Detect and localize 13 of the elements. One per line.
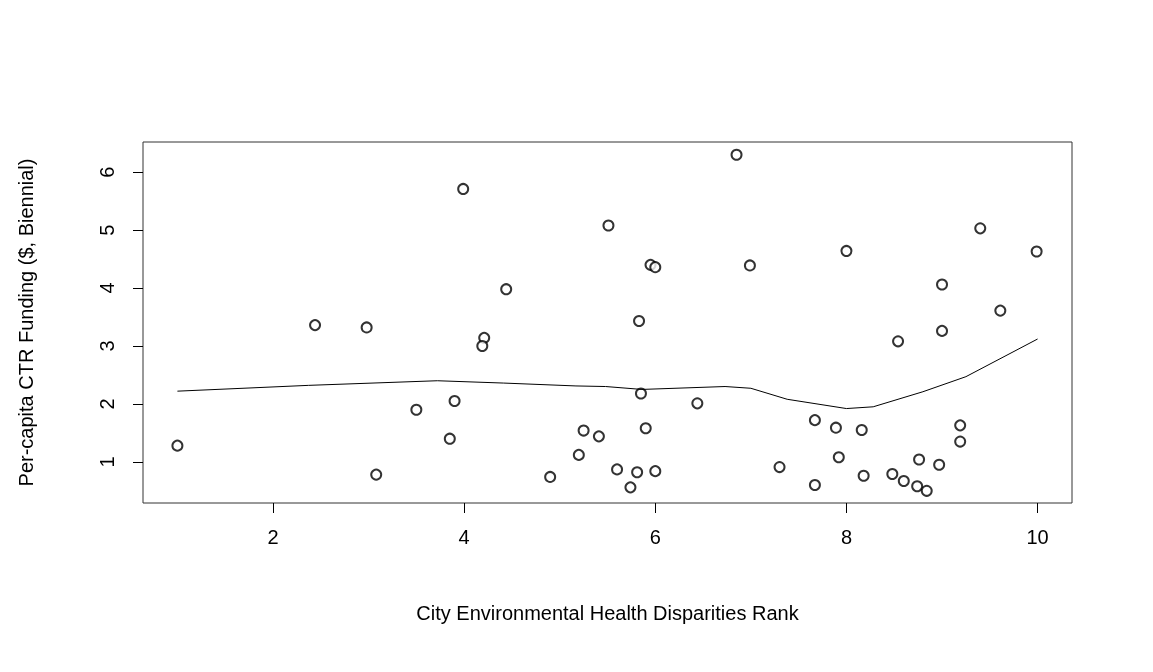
x-tick-label: 4	[458, 526, 470, 548]
y-tick-label: 6	[96, 166, 118, 178]
y-tick-label: 5	[96, 224, 118, 236]
y-tick-label: 4	[96, 282, 118, 294]
x-axis-title: City Environmental Health Disparities Rank	[416, 602, 800, 624]
x-tick-label: 8	[840, 526, 852, 548]
x-tick-label: 10	[1026, 526, 1049, 548]
y-tick-label: 3	[96, 340, 118, 352]
y-tick-label: 1	[96, 456, 118, 468]
x-tick-label: 2	[267, 526, 279, 548]
y-axis-title: Per-capita CTR Funding ($, Biennial)	[15, 158, 37, 487]
y-tick-label: 2	[96, 398, 118, 410]
x-tick-label: 6	[649, 526, 661, 548]
